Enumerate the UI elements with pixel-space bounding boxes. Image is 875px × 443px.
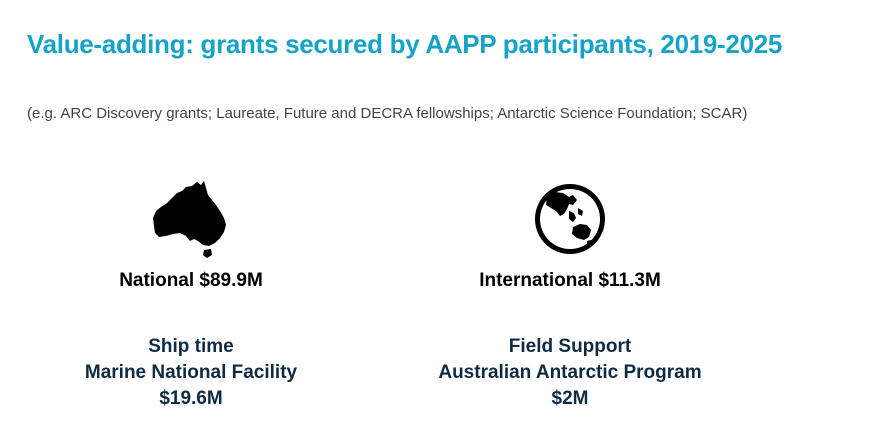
field-support-label: Field Support [508,336,632,357]
national-column: National $89.9M [0,178,401,292]
field-support-program: Australian Antarctic Program [438,362,702,383]
ship-time-block: Ship time Marine National Facility $19.6… [0,334,401,412]
international-amount: International $11.3M [479,270,661,291]
field-support-amount: $2M [551,388,589,409]
ship-time-amount: $19.6M [159,388,223,409]
page-title: Value-adding: grants secured by AAPP par… [27,29,783,59]
ship-time-label: Ship time [148,336,234,357]
page-subtitle: (e.g. ARC Discovery grants; Laureate, Fu… [27,105,748,122]
ship-time-facility: Marine National Facility [84,362,298,383]
field-support-block: Field Support Australian Antarctic Progr… [360,334,780,412]
national-amount: National $89.9M [119,270,263,291]
international-column: International $11.3M [360,178,780,292]
globe-icon [360,178,780,260]
australia-map-icon [0,178,401,260]
